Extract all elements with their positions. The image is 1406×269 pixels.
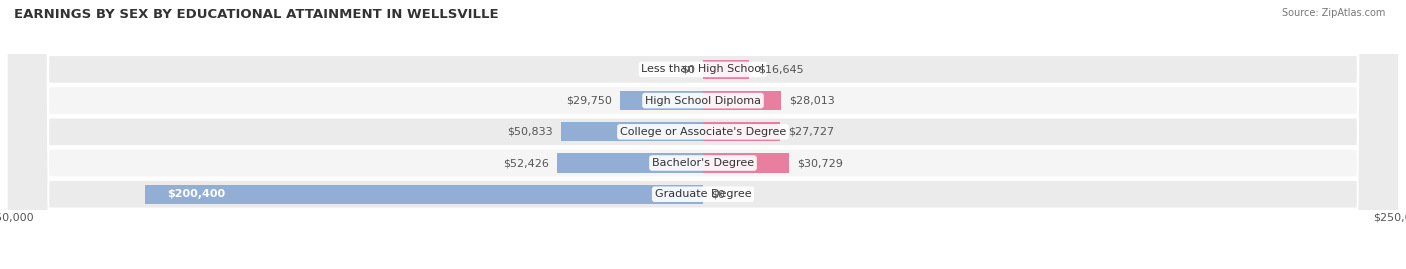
Text: High School Diploma: High School Diploma	[645, 95, 761, 106]
Text: $0: $0	[681, 64, 695, 75]
Text: $28,013: $28,013	[789, 95, 835, 106]
Text: $29,750: $29,750	[567, 95, 612, 106]
Text: $0: $0	[711, 189, 725, 199]
Text: EARNINGS BY SEX BY EDUCATIONAL ATTAINMENT IN WELLSVILLE: EARNINGS BY SEX BY EDUCATIONAL ATTAINMEN…	[14, 8, 499, 21]
Text: $27,727: $27,727	[789, 127, 835, 137]
Bar	[703, 122, 780, 141]
Text: Graduate Degree: Graduate Degree	[655, 189, 751, 199]
Text: Less than High School: Less than High School	[641, 64, 765, 75]
Bar	[703, 153, 789, 173]
Bar	[557, 153, 703, 173]
Text: $30,729: $30,729	[797, 158, 842, 168]
Text: $16,645: $16,645	[758, 64, 803, 75]
Text: $50,833: $50,833	[508, 127, 553, 137]
FancyBboxPatch shape	[7, 0, 1399, 269]
Bar	[145, 185, 703, 204]
FancyBboxPatch shape	[7, 0, 1399, 269]
Text: $200,400: $200,400	[167, 189, 225, 199]
Text: Bachelor's Degree: Bachelor's Degree	[652, 158, 754, 168]
Text: Source: ZipAtlas.com: Source: ZipAtlas.com	[1281, 8, 1385, 18]
Text: $52,426: $52,426	[503, 158, 548, 168]
FancyBboxPatch shape	[7, 0, 1399, 269]
Bar	[703, 60, 749, 79]
FancyBboxPatch shape	[7, 0, 1399, 269]
Text: College or Associate's Degree: College or Associate's Degree	[620, 127, 786, 137]
Bar	[620, 91, 703, 110]
Bar	[561, 122, 703, 141]
FancyBboxPatch shape	[7, 0, 1399, 269]
Bar	[703, 91, 780, 110]
